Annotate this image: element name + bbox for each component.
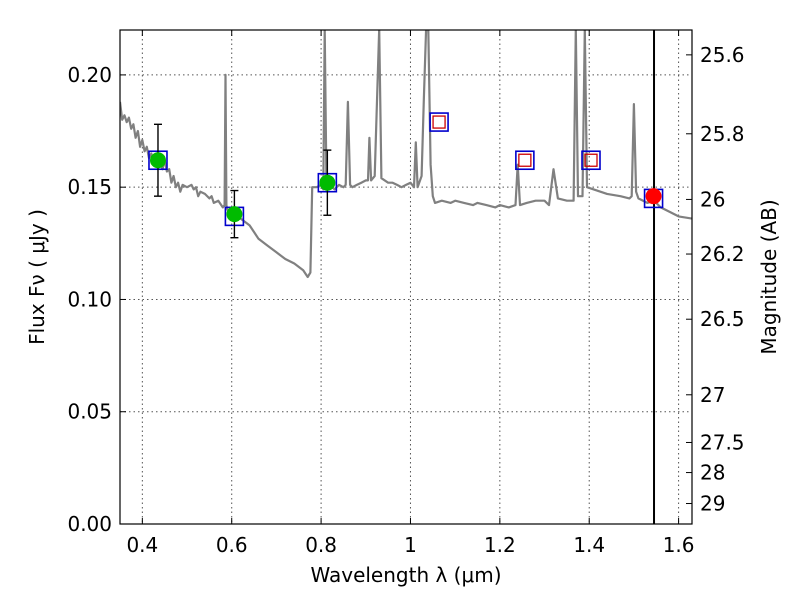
y2-axis-title: Magnitude (AB) xyxy=(757,199,781,354)
x-tick-label: 0.4 xyxy=(126,533,158,557)
template-spectrum-line xyxy=(120,30,692,279)
y-axis-title: Flux Fν ( μJy ) xyxy=(25,209,49,345)
y2-tick-label: 26 xyxy=(700,187,725,211)
y2-tick-label: 26.2 xyxy=(700,242,745,266)
detection-point xyxy=(226,206,243,223)
detection-point xyxy=(319,174,336,191)
y-tick-label: 0.00 xyxy=(67,512,112,536)
y-tick-label: 0.05 xyxy=(67,400,112,424)
model-flux-box xyxy=(429,112,449,132)
axis-ticks: 0.4 0.6 0.8 1 1.2 1.4 1.6 0.00 0.05 0.10 0.15 0.20 2… xyxy=(67,30,745,557)
detection-point xyxy=(149,152,166,169)
y2-tick-label: 27.5 xyxy=(700,430,745,454)
plot-frame xyxy=(119,29,693,525)
y2-tick-label: 28 xyxy=(700,461,725,485)
x-tick-label: 0.6 xyxy=(216,533,248,557)
model-flux-box xyxy=(515,150,535,171)
y-tick-label: 0.10 xyxy=(67,287,112,311)
plot-data xyxy=(120,30,692,524)
x-tick-label: 1.2 xyxy=(484,533,516,557)
upper-limit-marker xyxy=(518,153,532,167)
upper-limit-marker xyxy=(584,153,598,167)
x-tick-label: 0.8 xyxy=(305,533,337,557)
y-tick-label: 0.15 xyxy=(67,175,112,199)
y2-tick-label: 25.6 xyxy=(700,43,745,67)
y2-tick-label: 25.8 xyxy=(700,122,745,146)
y2-tick-label: 27 xyxy=(700,383,725,407)
y2-tick-label: 26.5 xyxy=(700,307,745,331)
x-tick-label: 1 xyxy=(404,533,417,557)
y2-tick-label: 29 xyxy=(700,492,725,516)
y-tick-label: 0.20 xyxy=(67,63,112,87)
red-detection-point xyxy=(645,188,662,205)
upper-limit-marker xyxy=(432,115,446,129)
x-tick-label: 1.4 xyxy=(573,533,605,557)
model-flux-box xyxy=(581,150,601,171)
x-axis-title: Wavelength λ (μm) xyxy=(310,563,501,587)
x-tick-label: 1.6 xyxy=(663,533,695,557)
grid-lines xyxy=(120,30,692,525)
